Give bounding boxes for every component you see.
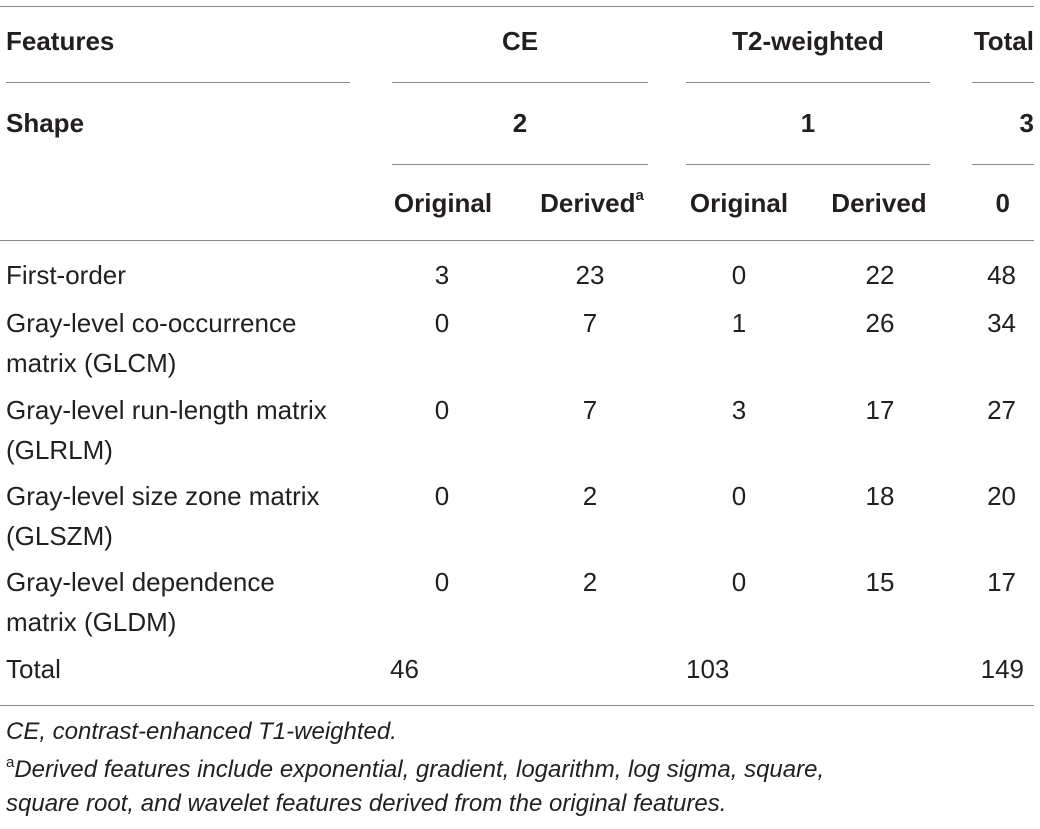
- cell-ce-derived: 23: [575, 260, 605, 290]
- subheader-t2-derived: Derived: [831, 188, 927, 218]
- footnote-marker: a: [6, 754, 15, 771]
- cell-ce-original: 0: [434, 481, 450, 511]
- row-label-continued: (GLRLM): [6, 435, 113, 465]
- row-label: Gray-level run-length matrix: [6, 395, 327, 425]
- subheader-ce-original: Original: [393, 188, 493, 218]
- table-top-rule: [0, 6, 1034, 7]
- cell-ce-derived: 2: [582, 567, 598, 597]
- header-total: Total: [973, 26, 1034, 56]
- cell-t2-original: 1: [731, 308, 747, 338]
- ce-col-rule-1: [392, 82, 648, 83]
- cell-t2-derived: 17: [865, 395, 895, 425]
- footnote-derived: aDerived features include exponential, g…: [6, 755, 824, 785]
- cell-ce-original: 3: [434, 260, 450, 290]
- cell-total: 48: [987, 260, 1016, 290]
- subheader-t2-original: Original: [689, 188, 789, 218]
- cell-ce-original: 0: [434, 395, 450, 425]
- cell-ce-derived: 7: [582, 308, 598, 338]
- cell-t2-original: 0: [731, 481, 747, 511]
- header-shape: Shape: [6, 108, 85, 138]
- shape-t2-value: 1: [800, 108, 816, 138]
- cell-total: 17: [987, 567, 1016, 597]
- cell-total: 27: [987, 395, 1016, 425]
- header-ce: CE: [501, 26, 539, 56]
- footnote-derived-continued: square root, and wavelet features derive…: [6, 790, 727, 817]
- cell-total: 20: [987, 481, 1016, 511]
- cell-t2-original: 0: [731, 260, 747, 290]
- total-t2: 103: [686, 654, 730, 684]
- total-all: 149: [980, 654, 1024, 684]
- footnote-derived-text: Derived features include exponential, gr…: [14, 756, 825, 783]
- row-label-continued: matrix (GLDM): [6, 607, 177, 637]
- cell-ce-derived: 7: [582, 395, 598, 425]
- cell-ce-derived: 2: [582, 481, 598, 511]
- header-bottom-rule: [0, 240, 1034, 241]
- ce-col-rule-2: [392, 164, 648, 165]
- shape-total-value: 3: [1019, 108, 1034, 138]
- footnote-abbreviation: CE, contrast-enhanced T1-weighted.: [6, 718, 397, 745]
- subheader-ce-derived: Deriveda: [540, 187, 644, 218]
- total-ce: 46: [390, 654, 419, 684]
- cell-t2-original: 0: [731, 567, 747, 597]
- cell-ce-original: 0: [434, 567, 450, 597]
- header-t2-weighted: T2-weighted: [732, 26, 884, 56]
- table-bottom-rule: [0, 705, 1034, 706]
- t2-col-rule-1: [686, 82, 930, 83]
- row-label: Gray-level dependence: [6, 567, 275, 597]
- total-col-rule-2: [972, 164, 1034, 165]
- cell-t2-original: 3: [731, 395, 747, 425]
- total-row-label: Total: [6, 654, 61, 684]
- cell-ce-original: 0: [434, 308, 450, 338]
- row-label: Gray-level co-occurrence: [6, 308, 297, 338]
- cell-t2-derived: 26: [865, 308, 895, 338]
- row-label-continued: (GLSZM): [6, 521, 113, 551]
- row-label-continued: matrix (GLCM): [6, 348, 177, 378]
- shape-ce-value: 2: [512, 108, 528, 138]
- cell-t2-derived: 22: [865, 260, 895, 290]
- cell-t2-derived: 18: [865, 481, 895, 511]
- cell-t2-derived: 15: [865, 567, 895, 597]
- derived-footnote-marker: a: [635, 187, 644, 204]
- cell-total: 34: [987, 308, 1016, 338]
- total-col-rule-1: [972, 82, 1034, 83]
- header-features: Features: [6, 26, 115, 56]
- subheader-total: 0: [995, 188, 1010, 218]
- t2-col-rule-2: [686, 164, 930, 165]
- features-col-rule-1: [6, 82, 350, 83]
- row-label: First-order: [6, 260, 126, 290]
- row-label: Gray-level size zone matrix: [6, 481, 320, 511]
